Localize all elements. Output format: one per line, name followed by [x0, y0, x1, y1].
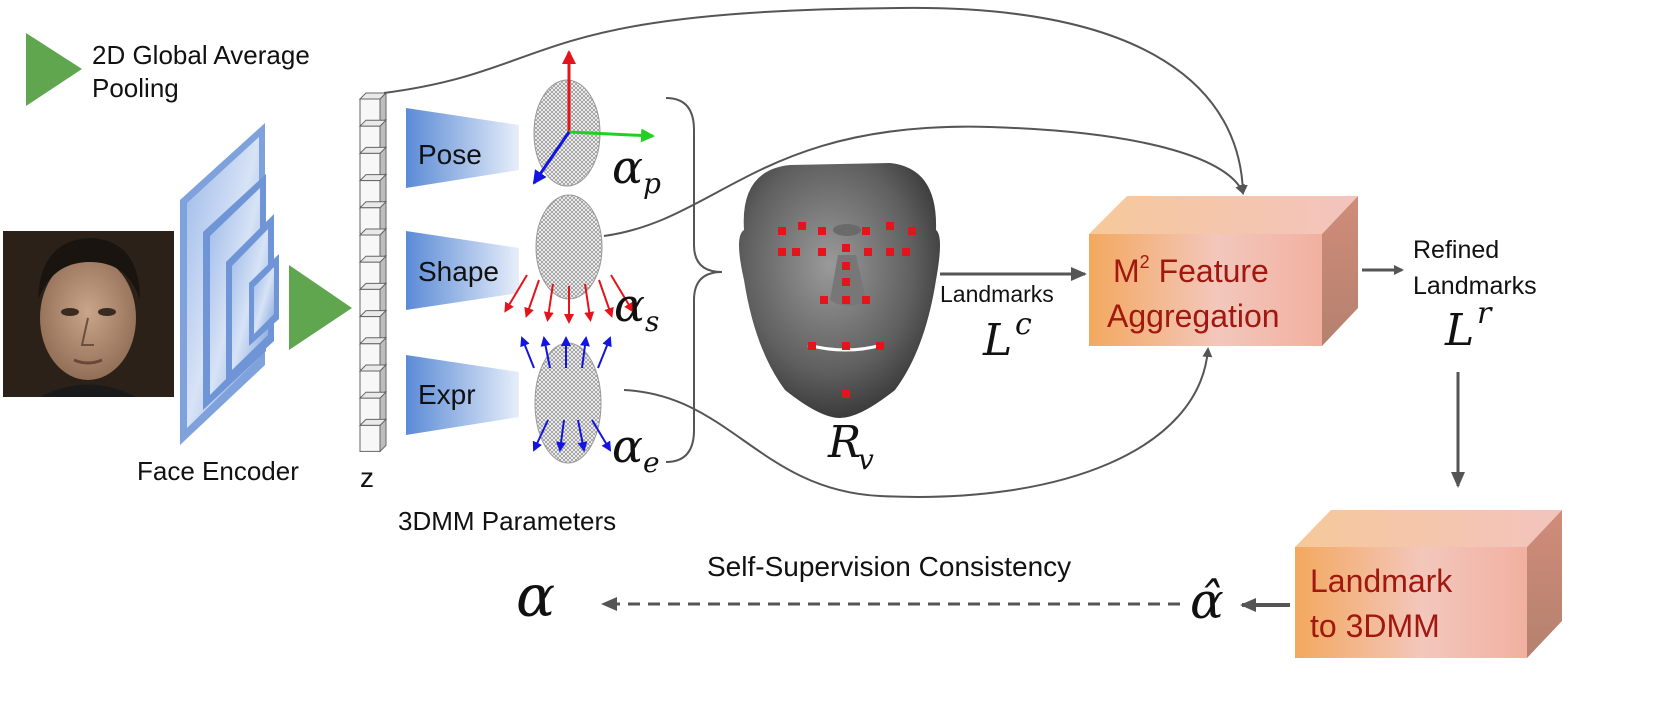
face-encoder	[180, 123, 279, 445]
consistency-label: Self-Supervision Consistency	[707, 551, 1071, 582]
latent-cell	[358, 200, 388, 236]
svg-text:R: R	[827, 417, 861, 468]
svg-text:L: L	[982, 315, 1012, 366]
latent-cell	[358, 390, 388, 426]
latent-cell	[358, 336, 388, 372]
face-encoder-label: Face Encoder	[137, 456, 299, 486]
legend-label-line2: Pooling	[92, 73, 179, 103]
refined-label-line2: Landmarks	[1413, 272, 1537, 300]
svg-text:p: p	[643, 167, 661, 200]
latent-cell	[358, 418, 388, 453]
pooling-triangle-icon	[289, 265, 352, 350]
landmarks-label: Landmarks	[940, 281, 1054, 307]
expr-to-aggregation-curve	[623, 347, 1213, 498]
landmark-to-3dmm-line2: to 3DMM	[1310, 608, 1440, 644]
latent-cell	[358, 309, 388, 344]
shape-to-aggregation-curve	[603, 125, 1245, 237]
feature-aggregation-label: M2 Feature Aggregation	[1107, 252, 1280, 334]
shape-head	[406, 231, 519, 310]
svg-text:α: α	[612, 419, 643, 473]
reconstructed-face-mesh	[739, 163, 940, 418]
svg-text:L: L	[1444, 305, 1474, 356]
latent-cell	[358, 254, 388, 290]
latent-cell	[358, 282, 388, 317]
legend-label-line1: 2D Global Average	[92, 40, 310, 70]
latent-label: z	[360, 462, 374, 493]
pose-head-label: Pose	[418, 139, 482, 170]
alpha-hat-label: α̂	[1190, 572, 1224, 630]
alpha-e-label: α e	[612, 419, 660, 479]
svg-text:M2 Feature: M2 Feature	[1113, 252, 1269, 289]
alpha-label: α	[516, 562, 555, 630]
svg-text:r: r	[1477, 296, 1493, 331]
pose-head	[406, 108, 519, 188]
feature-aggregation-box	[1089, 196, 1358, 346]
pose-mesh-face	[532, 50, 655, 187]
expr-head	[406, 355, 519, 435]
svg-text:α: α	[612, 140, 643, 194]
shape-head-label: Shape	[418, 256, 499, 287]
svg-text:v: v	[858, 443, 874, 476]
svg-text:s: s	[645, 305, 659, 338]
lr-label: L r	[1444, 296, 1493, 356]
expr-head-label: Expr	[418, 379, 476, 410]
shape-mesh-face	[504, 194, 634, 324]
gap-triangle-icon	[26, 33, 82, 106]
svg-text:c: c	[1015, 307, 1032, 342]
input-face-photo	[3, 231, 174, 397]
3dmm-parameters-label: 3DMM Parameters	[398, 506, 616, 536]
latent-cell	[358, 227, 388, 263]
latent-cell	[358, 146, 388, 181]
lc-label: L c	[982, 307, 1032, 366]
refined-label-line1: Refined	[1413, 236, 1499, 264]
parameter-brace	[665, 97, 723, 463]
svg-text:e: e	[643, 446, 660, 479]
landmark-to-3dmm-box	[1295, 510, 1562, 658]
expr-mesh-face	[520, 336, 612, 464]
alpha-p-label: α p	[612, 140, 661, 200]
latent-cell	[358, 173, 388, 208]
landmark-to-3dmm-line1: Landmark	[1310, 563, 1453, 599]
rv-label: R v	[827, 417, 874, 476]
alpha-s-label: α s	[614, 278, 659, 338]
latent-vector-z	[358, 91, 388, 453]
svg-text:Aggregation: Aggregation	[1107, 298, 1280, 334]
svg-text:α: α	[614, 278, 645, 332]
z-to-aggregation-curve	[383, 6, 1248, 195]
latent-cell	[358, 118, 388, 154]
